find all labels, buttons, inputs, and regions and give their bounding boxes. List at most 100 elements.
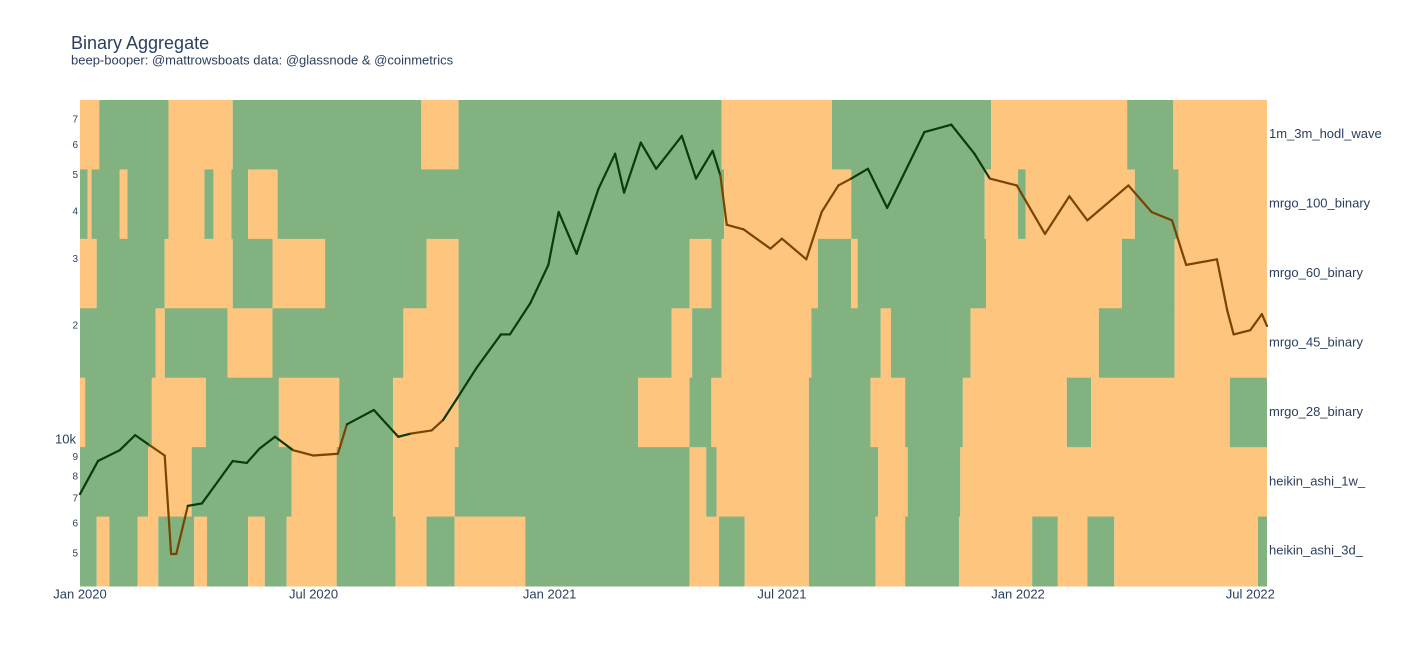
heat-cell xyxy=(336,516,396,587)
heat-cell xyxy=(689,377,712,448)
heat-cell xyxy=(96,238,165,309)
heat-cell xyxy=(808,377,871,448)
price-segment xyxy=(780,237,808,261)
price-segment xyxy=(312,452,340,457)
row-label: heikin_ashi_3d_ xyxy=(1269,543,1364,558)
price-segment xyxy=(148,443,166,457)
price-segment xyxy=(557,210,578,255)
x-tick-label: Jan 2021 xyxy=(523,586,577,601)
price-segment xyxy=(372,408,400,438)
y-tick-label: 5 xyxy=(72,549,78,560)
heat-cell xyxy=(272,238,326,309)
price-segment xyxy=(988,177,1018,187)
row-label: mrgo_60_binary xyxy=(1269,265,1363,280)
heat-cell xyxy=(721,308,812,379)
row-label: mrgo_28_binary xyxy=(1269,404,1363,419)
heat-cell xyxy=(808,516,876,587)
heat-cell xyxy=(724,169,852,240)
heat-cell xyxy=(1121,238,1175,309)
heat-cell xyxy=(960,447,1267,518)
heat-cell xyxy=(689,238,712,309)
price-segment xyxy=(163,454,173,556)
heat-cell xyxy=(227,308,273,379)
heat-cell xyxy=(213,169,232,240)
price-segment xyxy=(456,366,478,400)
price-segment xyxy=(1170,219,1188,266)
heat-cell xyxy=(151,377,206,448)
heat-cell xyxy=(119,169,128,240)
price-segment xyxy=(655,134,683,170)
heat-cell xyxy=(970,308,1099,379)
price-segment xyxy=(622,141,642,194)
heat-cell xyxy=(719,516,745,587)
heat-cell xyxy=(857,238,986,309)
heat-cell xyxy=(336,447,394,518)
heat-cell xyxy=(716,447,809,518)
axes: 1m_3m_hodl_wave mrgo_100_binary mrgo_60_bi… xyxy=(53,115,1381,602)
heat-cell xyxy=(721,100,832,170)
heat-cell xyxy=(985,238,1122,309)
heat-cell xyxy=(80,308,156,379)
heat-cell xyxy=(277,169,725,240)
price-segment xyxy=(923,123,953,134)
x-tick-label: Jul 2022 xyxy=(1226,586,1275,601)
price-segment xyxy=(575,187,600,255)
heat-cell xyxy=(991,100,1128,170)
heat-cell xyxy=(1134,169,1179,240)
price-segment xyxy=(1260,312,1269,328)
price-segment xyxy=(639,141,658,170)
heat-cell xyxy=(207,516,249,587)
heat-cell xyxy=(1025,169,1135,240)
price-segment xyxy=(769,237,784,250)
x-tick-label: Jan 2022 xyxy=(991,586,1045,601)
heat-cell xyxy=(278,377,340,448)
y-tick-label: 7 xyxy=(72,115,78,126)
heat-cell xyxy=(1127,100,1174,170)
y-tick-label: 8 xyxy=(72,471,78,482)
heat-cell xyxy=(85,377,152,448)
heat-cell xyxy=(1091,377,1230,448)
heat-cell xyxy=(291,447,337,518)
price-segment xyxy=(273,435,295,452)
heat-cell xyxy=(127,169,169,240)
price-segment xyxy=(96,449,121,463)
heat-cell xyxy=(711,377,809,448)
heat-cell xyxy=(87,169,92,240)
row-label: 1m_3m_hodl_wave xyxy=(1269,126,1382,141)
price-segment xyxy=(1127,184,1153,214)
row-label: heikin_ashi_1w_ xyxy=(1269,473,1366,488)
heat-cell xyxy=(808,447,879,518)
y-tick-label: 5 xyxy=(72,170,78,181)
heat-cell xyxy=(870,377,906,448)
heat-cell xyxy=(168,100,233,170)
heat-cell xyxy=(689,447,707,518)
heat-cell xyxy=(1173,100,1267,170)
heat-cell xyxy=(1178,169,1267,240)
price-line xyxy=(78,123,1269,556)
heat-cell xyxy=(1087,516,1115,587)
y-tick-label: 6 xyxy=(72,140,78,151)
heat-cell xyxy=(458,308,672,379)
heat-cell xyxy=(205,377,279,448)
price-segment xyxy=(614,152,626,194)
price-segment xyxy=(711,149,722,177)
price-segment xyxy=(742,228,772,250)
heat-cell xyxy=(638,377,690,448)
heat-cell xyxy=(744,516,809,587)
price-segment xyxy=(409,429,433,435)
heat-cell xyxy=(984,169,1019,240)
price-segment xyxy=(866,167,889,209)
price-segment xyxy=(134,434,151,447)
y-tick-label: 7 xyxy=(72,493,78,504)
heat-cell xyxy=(80,447,149,518)
price-segment xyxy=(1086,184,1130,222)
price-segment xyxy=(694,149,714,180)
heat-cell xyxy=(272,308,404,379)
price-segment xyxy=(973,152,991,180)
heat-cell xyxy=(905,516,960,587)
heat-cell xyxy=(689,516,720,587)
heat-cell xyxy=(811,308,881,379)
heat-cell xyxy=(339,377,394,448)
price-segment xyxy=(430,418,445,432)
heat-cell xyxy=(458,377,639,448)
